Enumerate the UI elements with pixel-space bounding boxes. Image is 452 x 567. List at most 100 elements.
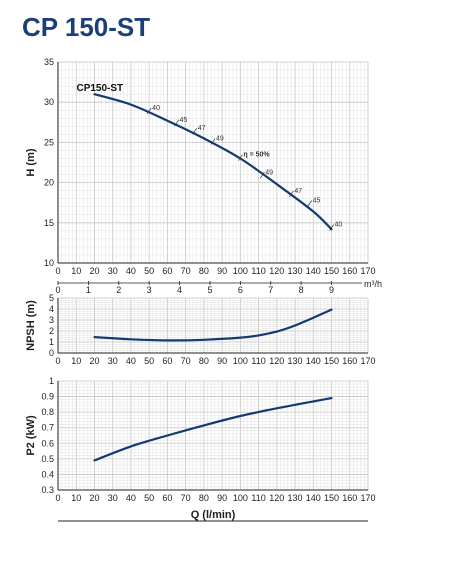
x-tick-label: 0	[55, 493, 60, 503]
x-tick-label: 70	[181, 493, 191, 503]
y-tick-label: 4	[49, 304, 54, 314]
x-tick-label: 80	[199, 493, 209, 503]
secondary-x-tick-label: 4	[177, 285, 182, 295]
y-tick-label: 30	[44, 97, 54, 107]
series-line	[93, 93, 333, 231]
y-tick-label: 5	[49, 293, 54, 303]
x-tick-label: 170	[360, 266, 375, 276]
efficiency-marker	[289, 190, 294, 198]
y-tick-label: 0.6	[41, 438, 54, 448]
efficiency-marker	[210, 138, 216, 145]
x-tick-label: 40	[126, 493, 136, 503]
chart-panel-3: 0 10 20 30 40 50 60 70 80 90 100 110 120 130 140 150 160…	[25, 376, 376, 522]
x-tick-label: 30	[108, 356, 118, 366]
minor-grid	[57, 380, 369, 491]
y-tick-label: 3	[49, 315, 54, 325]
y-tick-label: 0.4	[41, 469, 54, 479]
x-tick-label: 10	[71, 266, 81, 276]
efficiency-marker	[174, 119, 179, 127]
x-tick-label: 130	[288, 266, 303, 276]
x-tick-label: 20	[89, 356, 99, 366]
x-tick-label: 140	[306, 356, 321, 366]
x-tick-label: 80	[199, 266, 209, 276]
y-tick-label: 25	[44, 137, 54, 147]
y-tick-label: 0.9	[41, 392, 54, 402]
minor-grid	[57, 297, 369, 354]
secondary-x-tick-label: 3	[147, 285, 152, 295]
x-tick-label: 110	[251, 266, 265, 276]
x-tick-label: 70	[181, 356, 191, 366]
secondary-x-tick-label: 6	[238, 285, 243, 295]
efficiency-marker	[307, 200, 312, 207]
x-tick-label: 60	[162, 493, 172, 503]
x-tick-label: 10	[71, 493, 81, 503]
y-tick-label: 0.3	[41, 485, 54, 495]
y-tick-label: 0.8	[41, 407, 54, 417]
secondary-x-unit: m³/h	[364, 279, 382, 289]
x-tick-label: 140	[306, 493, 321, 503]
efficiency-label: η = 50%	[243, 152, 270, 159]
x-tick-label: 130	[288, 493, 303, 503]
y-tick-label: 0.7	[41, 423, 54, 433]
x-tick-label: 20	[89, 493, 99, 503]
series-label: CP150-ST	[76, 83, 123, 94]
x-tick-label: 90	[217, 493, 227, 503]
x-tick-label: 170	[360, 493, 375, 503]
chart-panel-1: 0 10 20 30 40 50 60 70 80 90 100 110 120 130 140 150 160…	[25, 57, 382, 295]
x-tick-label: 120	[269, 493, 284, 503]
x-tick-label: 50	[144, 266, 154, 276]
chart-panel-2: 0 10 20 30 40 50 60 70 80 90 100 110 120 130 140 150 160…	[25, 293, 376, 366]
x-tick-label: 60	[162, 356, 172, 366]
x-tick-label: 150	[324, 356, 339, 366]
y-tick-label: 2	[49, 326, 54, 336]
x-tick-label: 160	[342, 493, 357, 503]
secondary-x-tick-label: 2	[116, 285, 121, 295]
secondary-x-tick-label: 5	[207, 285, 212, 295]
page-title: CP 150-ST	[22, 12, 151, 42]
series-line	[93, 308, 333, 342]
x-tick-label: 100	[233, 493, 248, 503]
series-line	[93, 397, 333, 462]
x-tick-label: 120	[269, 266, 284, 276]
secondary-x-tick-label: 9	[329, 285, 334, 295]
efficiency-marker	[146, 107, 152, 115]
major-grid	[57, 380, 369, 491]
y-tick-label: 1	[49, 376, 54, 386]
x-axis-label: Q (l/min)	[191, 509, 236, 521]
x-tick-label: 150	[324, 493, 339, 503]
y-axis-label: H (m)	[25, 148, 37, 176]
efficiency-label: 49	[265, 169, 273, 176]
y-axis-label: P2 (kW)	[25, 415, 37, 456]
efficiency-label: 47	[294, 188, 302, 195]
efficiency-label: 40	[335, 222, 343, 229]
x-tick-label: 50	[144, 493, 154, 503]
secondary-x-tick-label: 1	[86, 285, 91, 295]
x-tick-label: 40	[126, 266, 136, 276]
x-tick-label: 90	[217, 356, 227, 366]
secondary-x-tick-label: 0	[55, 285, 60, 295]
x-tick-label: 60	[162, 266, 172, 276]
x-tick-label: 40	[126, 356, 136, 366]
efficiency-label: 49	[216, 136, 224, 143]
x-tick-label: 150	[324, 266, 339, 276]
x-tick-label: 160	[342, 356, 357, 366]
efficiency-label: 45	[313, 198, 321, 205]
secondary-x-tick-label: 7	[268, 285, 273, 295]
y-tick-label: 35	[44, 57, 54, 67]
x-tick-label: 110	[251, 356, 265, 366]
x-tick-label: 160	[342, 266, 357, 276]
x-tick-label: 170	[360, 356, 375, 366]
x-tick-label: 80	[199, 356, 209, 366]
x-tick-label: 140	[306, 266, 321, 276]
x-tick-label: 120	[269, 356, 284, 366]
y-tick-label: 0.5	[41, 454, 54, 464]
efficiency-label: 47	[198, 125, 206, 132]
major-grid	[57, 297, 369, 354]
y-tick-label: 10	[44, 258, 54, 268]
x-tick-label: 10	[71, 356, 81, 366]
y-tick-label: 0	[49, 348, 54, 358]
efficiency-marker	[329, 224, 334, 231]
x-tick-label: 20	[89, 266, 99, 276]
x-tick-label: 30	[108, 266, 118, 276]
